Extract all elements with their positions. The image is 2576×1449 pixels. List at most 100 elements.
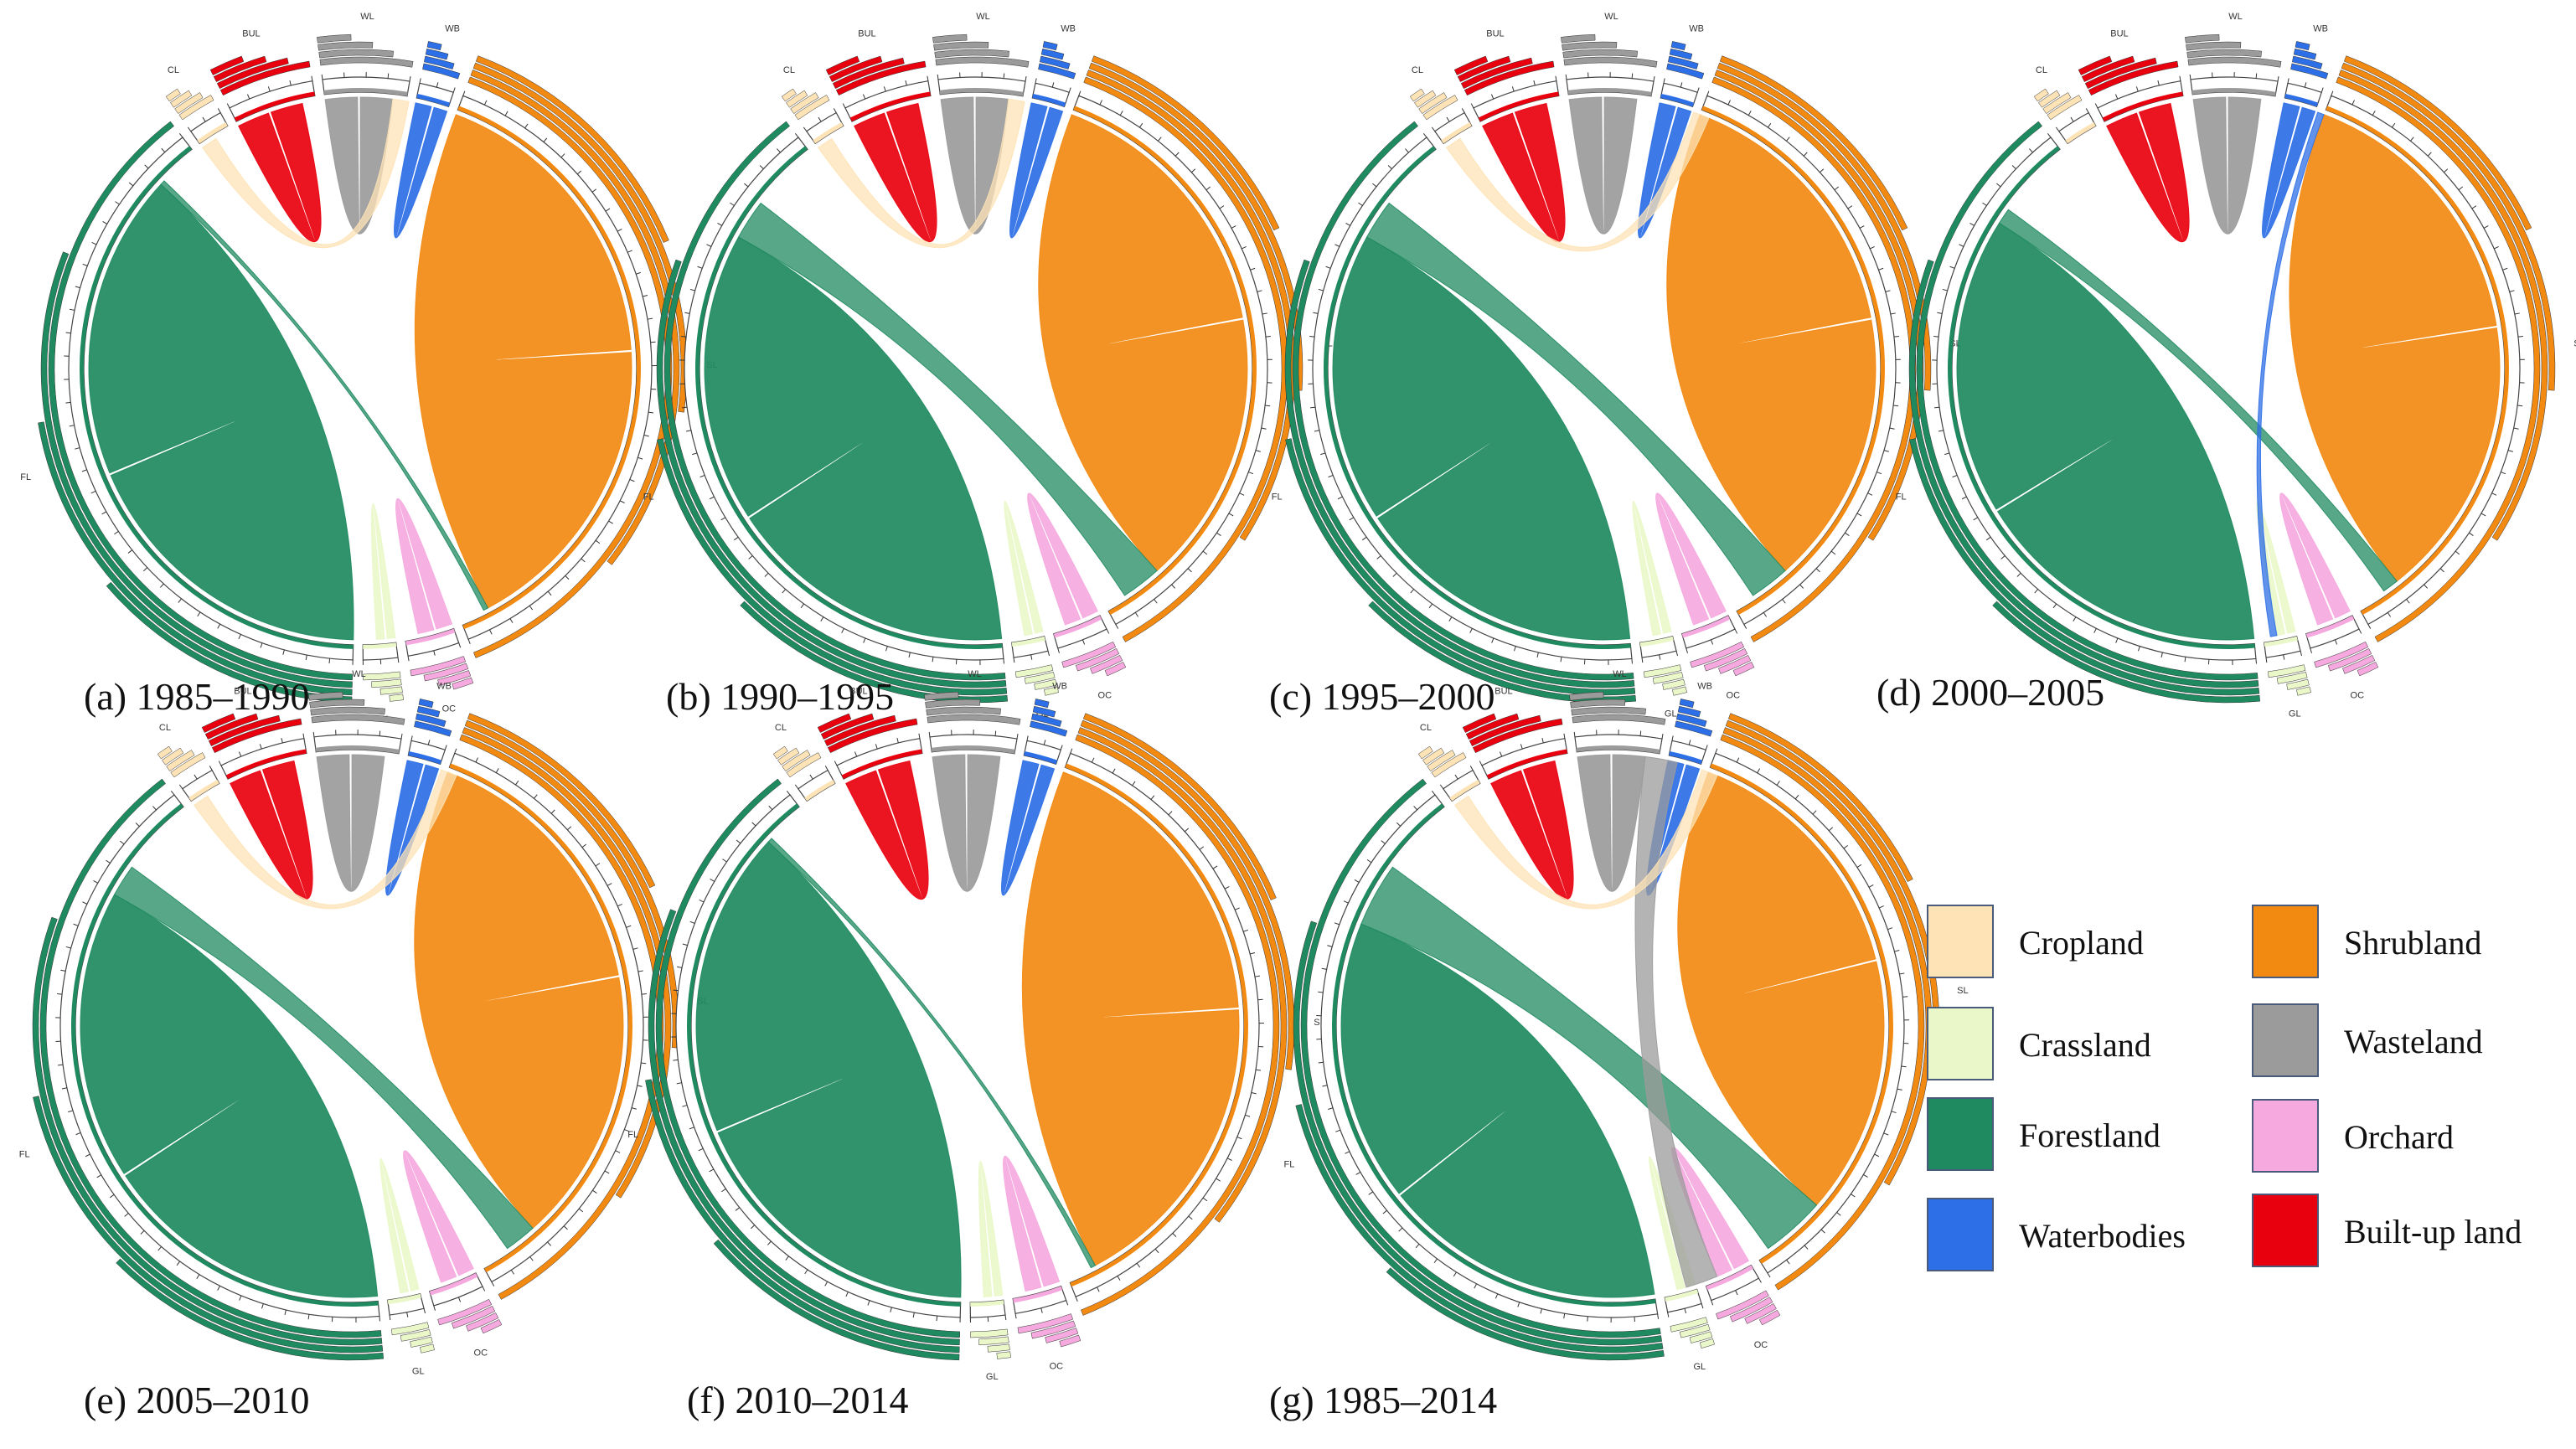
segment-tick	[452, 87, 456, 93]
segment-outer-bar	[786, 752, 822, 778]
segment-tick	[2439, 568, 2444, 573]
segment-tick	[524, 123, 529, 129]
segment-tick	[638, 456, 643, 460]
segment-tick	[1727, 100, 1731, 106]
segment-outer-bar	[925, 699, 981, 709]
segment-tick	[1219, 205, 1225, 209]
segment-tick	[307, 1314, 310, 1320]
segment-ring	[1705, 1264, 1760, 1302]
segment-tick	[509, 618, 514, 623]
legend-label: Waterbodies	[2019, 1217, 2186, 1255]
segment-inner-arc	[1032, 94, 1066, 107]
segment-tick	[284, 1309, 287, 1315]
segment-tick	[2372, 111, 2376, 116]
segment-tick	[818, 116, 822, 122]
chord-ribbon	[80, 894, 379, 1298]
segment-outer-bar	[170, 90, 193, 108]
segment-tick	[1949, 266, 1955, 269]
segment-tick	[114, 530, 119, 535]
segment-tick	[1047, 651, 1051, 657]
segment-ring	[2057, 111, 2097, 145]
segment-outer-bar	[32, 916, 383, 1346]
segment-tick	[2387, 612, 2392, 617]
segment-outer-bar	[2286, 678, 2310, 690]
segment-outer-bar	[970, 1328, 1009, 1338]
segment-label: OC	[1098, 691, 1112, 701]
segment-inner-arc	[2305, 615, 2355, 638]
chord-ribbon	[818, 98, 1025, 249]
segment-outer-bar	[166, 750, 195, 771]
segment-tick	[722, 859, 727, 863]
segment-tick	[267, 86, 271, 92]
segment-outer-bar	[1722, 727, 1933, 1186]
segment-outer-bar	[1075, 734, 1280, 1316]
segment-outer-bar	[317, 41, 374, 51]
segment-tick	[617, 228, 622, 232]
segment-tick	[197, 611, 201, 617]
segment-tick	[1239, 492, 1245, 496]
segment-tick	[1387, 165, 1392, 170]
segment-label: WB	[1061, 24, 1076, 34]
segment-label: BUL	[242, 29, 260, 39]
segment-tick	[764, 572, 769, 577]
chord-ribbon	[854, 102, 937, 242]
segment-tick	[1883, 1132, 1889, 1136]
segment-outer-bar	[480, 1319, 503, 1334]
segment-tick	[90, 490, 96, 494]
segment-tick	[1776, 781, 1780, 786]
segment-outer-bar	[1086, 70, 1296, 541]
segment-tick	[697, 266, 703, 269]
segment-tick	[854, 751, 858, 757]
segment-inner-arc	[1013, 1286, 1063, 1303]
segment-tick	[720, 517, 726, 521]
segment-outer-bar	[216, 57, 289, 90]
segment-outer-bar	[470, 70, 680, 565]
segment-tick	[1782, 599, 1786, 604]
segment-tick	[2483, 225, 2489, 229]
segment-inner-arc	[1478, 91, 1559, 122]
chord-ribbon	[2261, 102, 2316, 239]
segment-tick	[281, 738, 283, 744]
segment-outer-bar	[1571, 706, 1646, 716]
segment-outer-bar	[987, 1343, 1010, 1353]
chord-ribbon	[2106, 102, 2190, 242]
chord-ribbon	[1577, 754, 1646, 892]
segment-tick	[1016, 734, 1019, 740]
segment-outer-bar	[1714, 70, 1924, 541]
segment-tick	[2277, 76, 2279, 82]
segment-label: FL	[643, 492, 654, 503]
segment-tick	[591, 188, 597, 193]
segment-outer-bar	[926, 706, 1001, 716]
segment-outer-bar	[1368, 601, 1637, 704]
segment-tick	[547, 590, 552, 596]
segment-inner-arc	[323, 88, 408, 96]
segment-tick	[1897, 1088, 1902, 1091]
segment-tick	[1828, 827, 1834, 832]
segment-tick	[842, 103, 846, 109]
chord-ribbon	[1002, 1155, 1061, 1292]
segment-tick	[1345, 1151, 1350, 1154]
segment-tick	[144, 164, 149, 169]
segment-outer-bar	[1672, 686, 1687, 696]
segment-tick	[820, 616, 824, 621]
segment-tick	[2184, 657, 2186, 663]
segment-tick	[709, 1168, 715, 1173]
segment-tick	[1060, 745, 1063, 750]
segment-tick	[1663, 78, 1665, 84]
segment-outer-bar	[1284, 259, 1635, 688]
segment-outer-bar	[648, 909, 960, 1346]
segment-tick	[581, 843, 587, 848]
segment-label: BUL	[2110, 29, 2128, 39]
segment-tick	[2265, 657, 2268, 663]
segment-outer-bar	[1908, 259, 2259, 688]
segment-tick	[1262, 312, 1267, 315]
segment-tick	[65, 946, 71, 949]
segment-ring	[684, 137, 1004, 661]
chord-ribbon	[202, 98, 410, 249]
segment-inner-arc	[234, 91, 315, 122]
segment-tick	[699, 474, 705, 478]
segment-outer-bar	[106, 581, 353, 704]
segment-tick	[809, 774, 813, 780]
chord-ribbon	[1632, 500, 1672, 637]
segment-tick	[462, 90, 466, 96]
